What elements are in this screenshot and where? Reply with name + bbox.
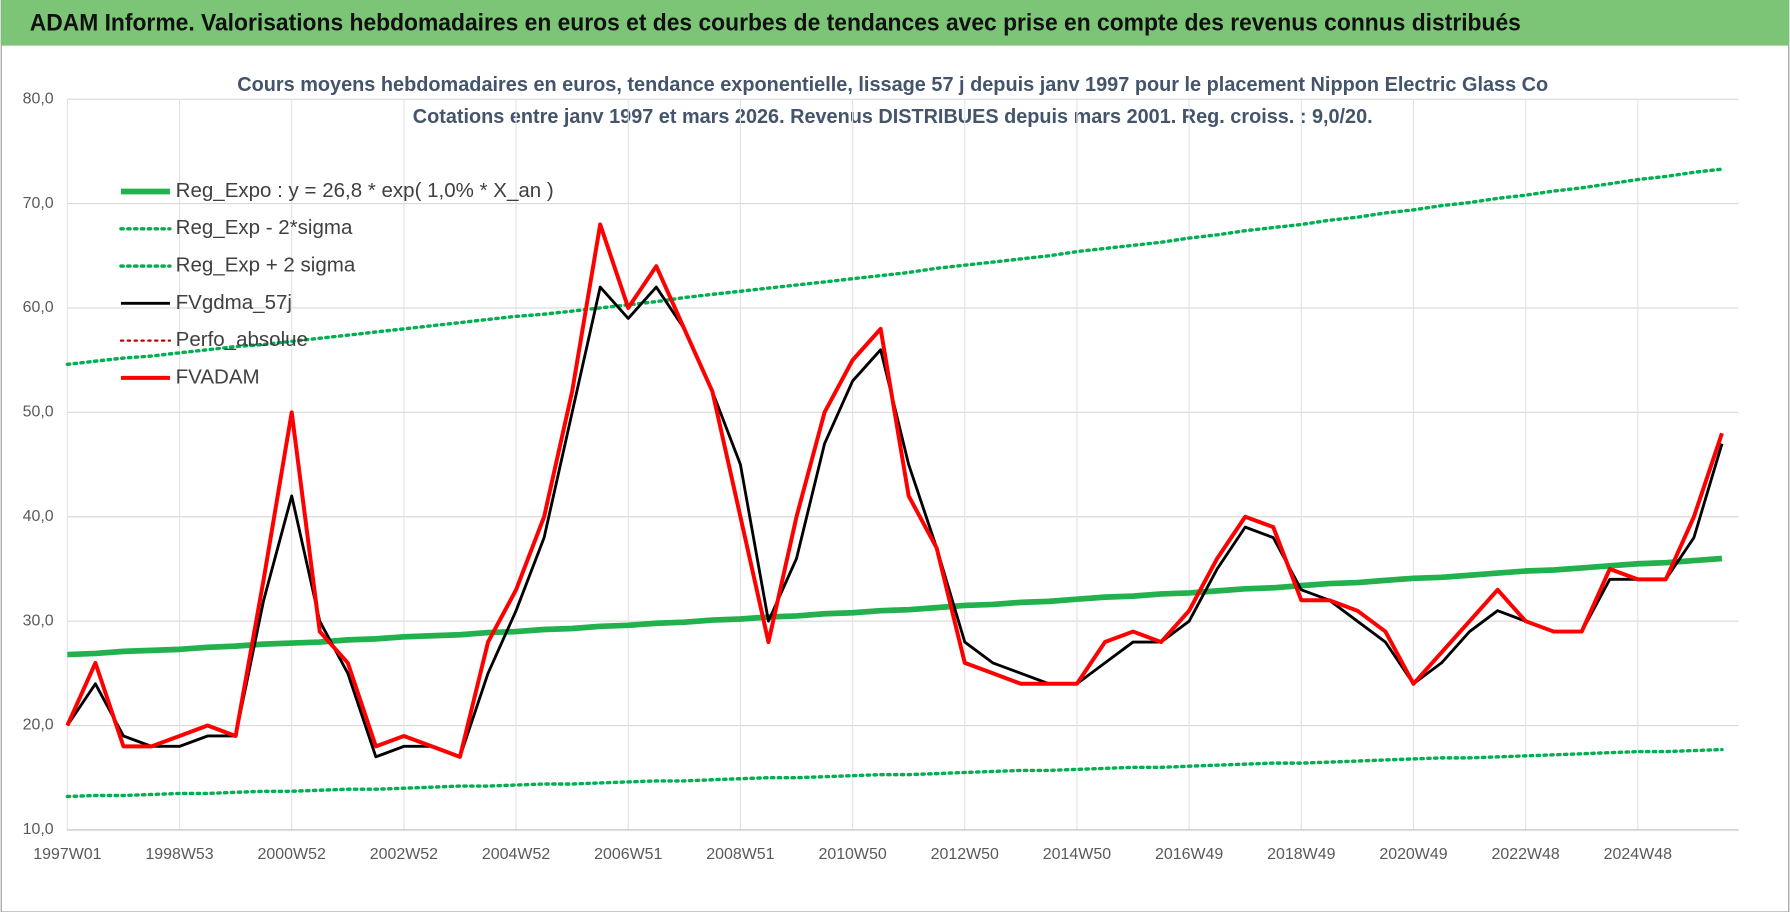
y-tick-label: 60,0 xyxy=(23,299,54,316)
x-tick-label: 2014W50 xyxy=(1043,846,1111,863)
x-tick-label: 2022W48 xyxy=(1491,846,1559,863)
x-tick-label: 1998W53 xyxy=(145,846,213,863)
series-line xyxy=(65,747,1724,799)
x-tick-label: 2002W52 xyxy=(370,846,438,863)
chart-subtitle: Cotations entre janv 1997 et mars 2026. … xyxy=(413,105,1373,128)
x-tick-label: 2024W48 xyxy=(1604,846,1672,863)
header-title: ADAM Informe. Valorisations hebdomadaire… xyxy=(30,9,1521,36)
x-tick-label: 2006W51 xyxy=(594,846,662,863)
header-bar xyxy=(1,0,1789,46)
x-tick-label: 2018W49 xyxy=(1267,846,1335,863)
y-tick-label: 70,0 xyxy=(23,195,54,212)
y-tick-label: 10,0 xyxy=(23,821,54,838)
plot-area: 10,0 20,0 30,0 40,0 50,0 60,0 70,0 80,0 1997W01 1… xyxy=(23,90,1739,863)
legend-label: Reg_Expo : y = 26,8 * exp( 1,0% * X_an ) xyxy=(176,179,554,202)
series-line xyxy=(67,555,1723,658)
chart-title: Cours moyens hebdomadaires en euros, ten… xyxy=(237,73,1548,96)
legend-label: FVADAM xyxy=(176,365,260,388)
legend-label: Perfo_absolue xyxy=(176,328,308,351)
x-tick-label: 2012W50 xyxy=(931,846,999,863)
series-line xyxy=(65,222,1724,759)
x-tick-label: 1997W01 xyxy=(33,846,101,863)
y-tick-label: 40,0 xyxy=(23,508,54,525)
legend-label: Reg_Exp - 2*sigma xyxy=(176,216,353,239)
legend-label: FVgdma_57j xyxy=(176,291,292,314)
series-line xyxy=(65,167,1724,367)
y-tick-label: 50,0 xyxy=(23,404,54,421)
legend-label: Reg_Exp + 2 sigma xyxy=(176,253,356,276)
x-tick-label: 2010W50 xyxy=(818,846,886,863)
x-tick-label: 2020W49 xyxy=(1379,846,1447,863)
x-tick-label: 2004W52 xyxy=(482,846,550,863)
x-tick-label: 2008W51 xyxy=(706,846,774,863)
y-tick-label: 20,0 xyxy=(23,717,54,734)
x-tick-label: 2016W49 xyxy=(1155,846,1223,863)
x-tick-label: 2000W52 xyxy=(258,846,326,863)
y-tick-label: 30,0 xyxy=(23,612,54,629)
y-tick-label: 80,0 xyxy=(23,90,54,107)
